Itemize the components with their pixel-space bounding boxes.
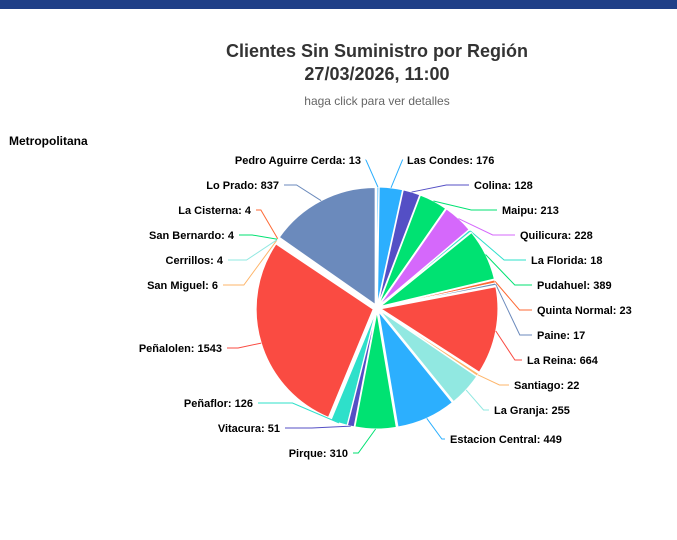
chart-title: Clientes Sin Suministro por Región 27/03…: [0, 40, 677, 86]
slice-connector: [285, 425, 351, 429]
slice-data-label[interactable]: La Granja: 255: [494, 405, 570, 417]
slice-connector: [494, 281, 532, 311]
slice-connector: [258, 402, 340, 424]
slice-data-label[interactable]: Pedro Aguirre Cerda: 13: [235, 155, 361, 167]
slice-data-label[interactable]: Quilicura: 228: [520, 230, 593, 242]
chart-subtitle: haga click para ver detalles: [304, 94, 450, 108]
slice-connector: [227, 342, 262, 349]
slice-connector: [228, 239, 278, 261]
slice-connector: [411, 184, 469, 193]
slice-data-label[interactable]: Santiago: 22: [514, 380, 579, 392]
slice-connector: [284, 184, 322, 202]
pie-slice[interactable]: [377, 309, 454, 428]
slice-data-label[interactable]: Peñalolen: 1543: [139, 343, 222, 355]
slice-data-label[interactable]: Lo Prado: 837: [206, 180, 279, 192]
slice-data-label[interactable]: Maipu: 213: [502, 205, 559, 217]
chart-title-line2: 27/03/2026, 11:00: [304, 64, 450, 84]
pie-slice[interactable]: [376, 186, 404, 305]
slice-data-label[interactable]: Colina: 128: [474, 180, 533, 192]
region-label: Metropolitana: [9, 134, 88, 148]
slice-data-label[interactable]: Quinta Normal: 23: [537, 305, 632, 317]
slice-data-label[interactable]: Vitacura: 51: [218, 423, 280, 435]
slice-data-label[interactable]: Cerrillos: 4: [166, 255, 224, 267]
slice-connector: [256, 209, 279, 240]
slice-connector: [495, 330, 522, 361]
pie-slice[interactable]: [255, 243, 374, 418]
slice-data-label[interactable]: Paine: 17: [537, 330, 585, 342]
slice-connector: [495, 283, 532, 336]
slice-data-label[interactable]: San Bernardo: 4: [149, 230, 235, 242]
slice-connector: [426, 418, 445, 440]
slice-data-label[interactable]: La Cisterna: 4: [178, 205, 252, 217]
pie-slice[interactable]: [377, 189, 421, 305]
pie-slice[interactable]: [354, 311, 397, 430]
slice-connector: [465, 389, 489, 411]
slice-data-label[interactable]: La Reina: 664: [527, 355, 599, 367]
slice-connector: [477, 374, 509, 386]
slice-connector: [223, 239, 278, 286]
slice-connector: [458, 218, 515, 236]
slice-connector: [365, 159, 379, 188]
top-header-bar: [0, 0, 677, 9]
slice-connector: [485, 254, 532, 286]
slice-connector: [433, 200, 497, 211]
chart-title-line1: Clientes Sin Suministro por Región: [225, 41, 529, 61]
slice-connector: [469, 230, 526, 261]
slice-data-label[interactable]: Pudahuel: 389: [537, 280, 612, 292]
slice-connector: [239, 234, 278, 240]
slice-data-label[interactable]: Las Condes: 176: [407, 155, 494, 167]
slice-connector: [353, 428, 377, 454]
slice-data-label[interactable]: San Miguel: 6: [147, 280, 218, 292]
pie-slice[interactable]: [379, 208, 470, 306]
slice-data-label[interactable]: La Florida: 18: [531, 255, 603, 267]
pie-slice[interactable]: [278, 186, 376, 306]
slice-connector: [390, 159, 404, 189]
slice-data-label[interactable]: Peñaflor: 126: [184, 398, 253, 410]
slice-data-label[interactable]: Pirque: 310: [289, 448, 348, 460]
slice-data-label[interactable]: Estacion Central: 449: [450, 434, 562, 446]
